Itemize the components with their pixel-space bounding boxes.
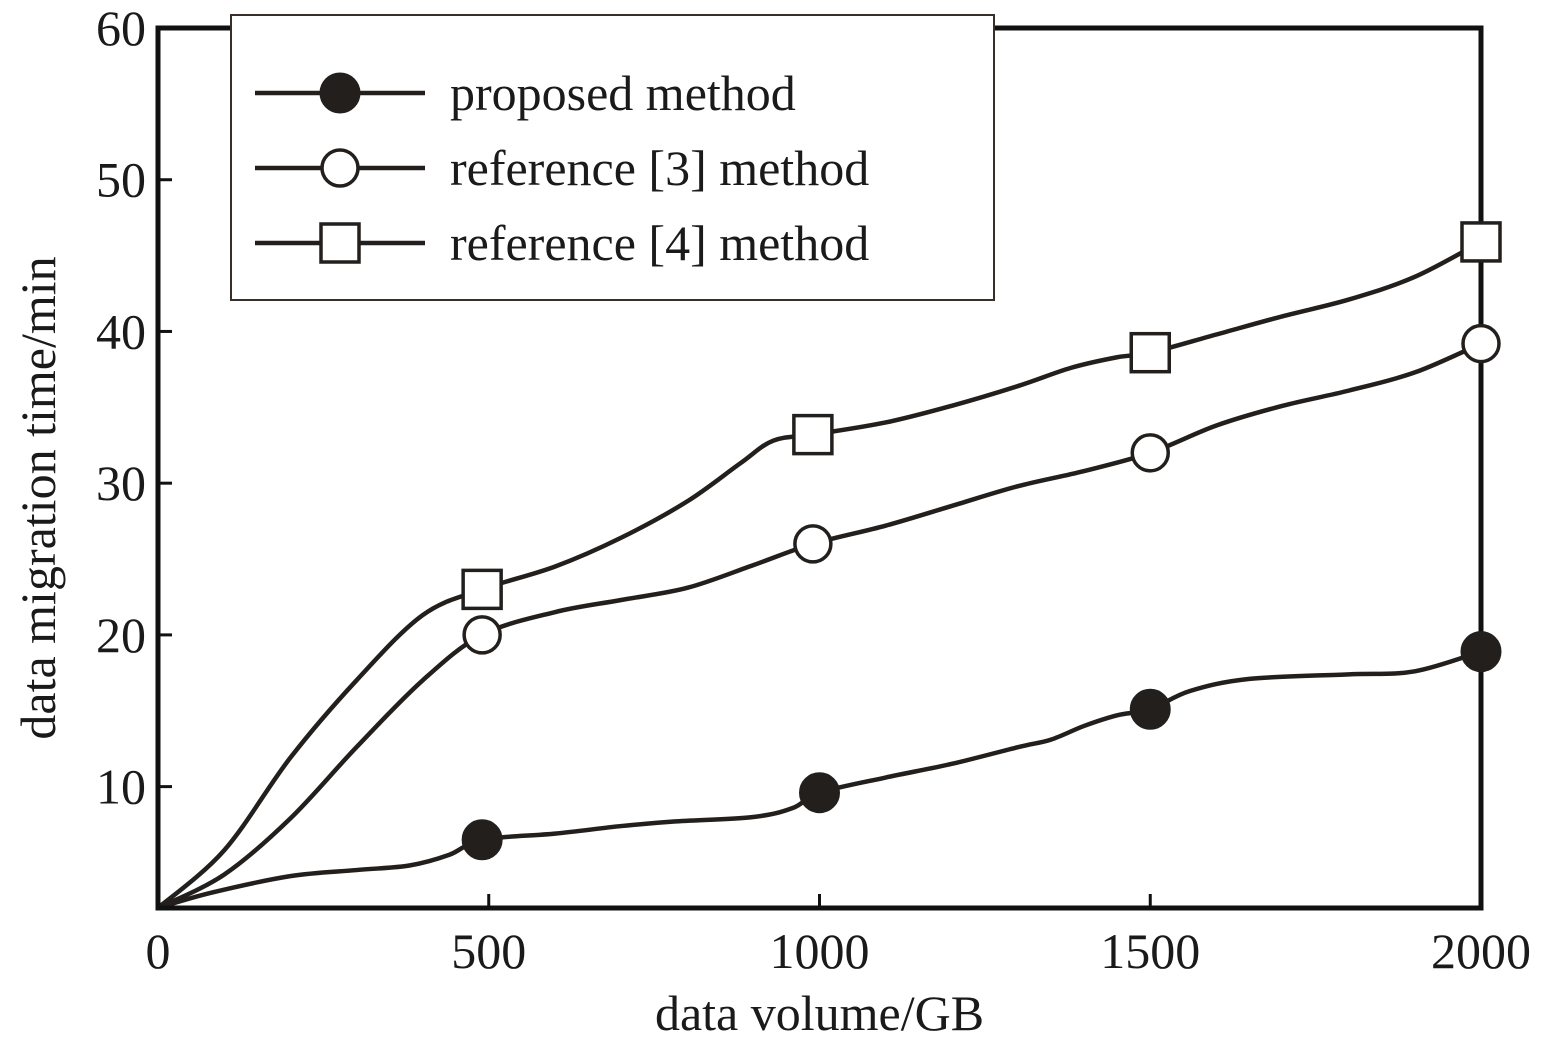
- data-point-series-3: [792, 413, 834, 456]
- data-point-series-2: [793, 524, 833, 564]
- x-tick-label: 1500: [1100, 923, 1200, 979]
- data-point-series-2: [1461, 323, 1501, 364]
- legend-label-2: reference [3] method: [450, 140, 869, 196]
- x-tick-label: 0: [146, 923, 171, 979]
- data-point-series-1: [799, 772, 840, 814]
- legend-label-1: proposed method: [450, 65, 796, 121]
- data-point-series-3: [1460, 221, 1502, 263]
- x-tick-label: 1000: [770, 923, 870, 979]
- data-point-series-1: [461, 819, 503, 861]
- legend-marker-1: [319, 72, 361, 114]
- y-tick-label: 20: [96, 607, 146, 663]
- series-markers: [461, 221, 1502, 861]
- x-axis-title: data volume/GB: [655, 985, 984, 1041]
- data-point-series-1: [1460, 631, 1502, 673]
- x-axis: 0 500 1000 1500 2000: [146, 894, 1531, 979]
- data-point-series-2: [1130, 433, 1170, 473]
- y-tick-label: 60: [96, 0, 146, 56]
- data-point-series-1: [1129, 688, 1171, 730]
- legend-marker-2: [320, 148, 360, 188]
- y-tick-label: 50: [96, 152, 146, 208]
- y-tick-label: 10: [96, 759, 146, 815]
- data-point-series-2: [462, 615, 502, 655]
- y-axis-title: data migration time/min: [10, 256, 66, 739]
- y-tick-label: 40: [96, 303, 146, 359]
- legend-marker-3: [319, 222, 361, 264]
- data-point-series-3: [1129, 331, 1171, 374]
- y-tick-label: 30: [96, 455, 146, 511]
- y-axis: 10 20 30 40 50 60: [96, 0, 172, 815]
- legend: proposed method reference [3] method refer…: [230, 14, 995, 301]
- x-tick-label: 2000: [1431, 923, 1531, 979]
- data-point-series-3: [461, 568, 503, 611]
- x-tick-label: 500: [451, 923, 526, 979]
- legend-label-3: reference [4] method: [450, 215, 869, 271]
